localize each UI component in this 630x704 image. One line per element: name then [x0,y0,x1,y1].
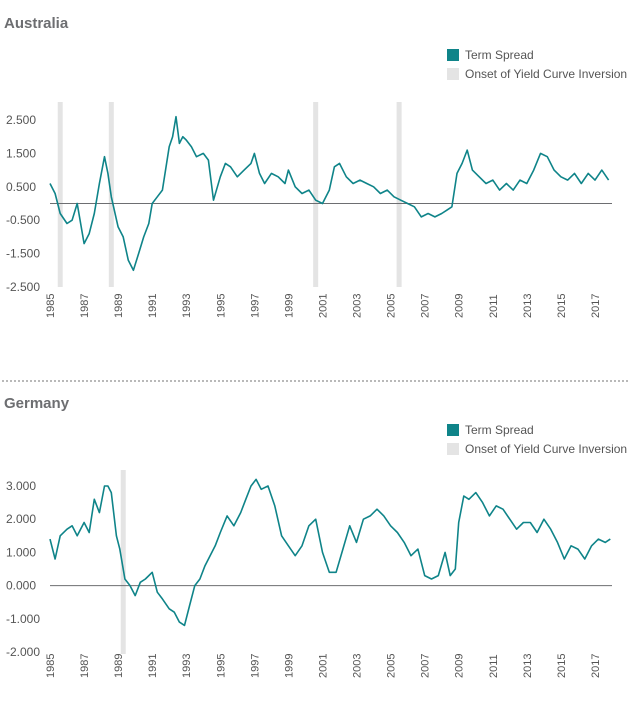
inversion-band [120,470,126,654]
x-tick-label: 2011 [488,294,500,318]
x-tick-label: 1987 [79,654,91,678]
chart-legend: Term Spread Onset of Yield Curve Inversi… [447,45,627,83]
legend-item-inversion: Onset of Yield Curve Inversion [447,64,627,83]
x-tick-label: 1999 [283,654,295,678]
y-tick-label: 1.000 [6,545,36,559]
y-tick-label: -1.000 [6,612,40,626]
legend-label-term-spread: Term Spread [465,422,534,437]
x-tick-label: 2011 [488,654,500,678]
series-line-term-spread [49,478,611,627]
x-tick-label: 1995 [215,654,227,678]
x-tick-label: 2015 [556,294,568,318]
chart-title: Australia [4,15,69,32]
y-tick-label: -2.000 [6,645,40,659]
x-tick-label: 1997 [249,654,261,678]
chart-plot-germany: 3.000 2.000 1.000 0.000 -1.000 -2.000 1985 1987… [6,470,612,678]
legend-label-inversion: Onset of Yield Curve Inversion [465,441,628,456]
legend-swatch-term-spread [447,423,459,436]
legend-label-inversion: Onset of Yield Curve Inversion [465,66,628,81]
x-tick-label: 2015 [556,654,568,678]
x-tick-label: 2009 [454,294,466,318]
x-tick-label: 2003 [352,654,364,678]
x-tick-label: 2017 [590,294,602,318]
y-tick-label: 2.000 [6,512,36,526]
chart-panel-australia: Australia Term Spread Onset of Yield Cur… [4,15,627,318]
y-tick-label: -1.500 [6,247,40,261]
x-tick-label: 1999 [283,294,295,318]
chart-title: Germany [4,395,70,412]
x-tick-label: 1995 [215,294,227,318]
inversion-band [396,102,402,287]
x-tick-label: 1997 [249,294,261,318]
inversion-band [313,102,319,287]
chart-plot-australia: 2.500 1.500 0.500 -0.500 -1.500 -2.500 1985 198… [6,102,612,318]
x-tick-label: 1987 [79,294,91,318]
x-tick-label: 1989 [113,654,125,678]
x-tick-label: 1991 [147,294,159,318]
y-tick-label: 3.000 [6,479,36,493]
x-tick-label: 1985 [45,294,57,318]
legend-swatch-term-spread [447,48,459,61]
x-tick-label: 2007 [420,654,432,678]
x-tick-label: 2003 [352,294,364,318]
y-tick-label: 0.500 [6,180,36,194]
inversion-band [57,102,63,287]
x-tick-label: 2013 [522,294,534,318]
legend-item-term-spread: Term Spread [447,420,627,439]
x-tick-label: 2009 [454,654,466,678]
x-tick-label: 2001 [317,294,329,318]
legend-label-term-spread: Term Spread [465,47,534,62]
x-tick-label: 2007 [420,294,432,318]
x-tick-label: 1993 [181,294,193,318]
series-line-term-spread [49,115,610,272]
legend-swatch-inversion [447,67,459,80]
x-tick-label: 1989 [113,294,125,318]
x-tick-label: 1993 [181,654,193,678]
chart-legend: Term Spread Onset of Yield Curve Inversi… [447,420,627,458]
x-tick-label: 2013 [522,654,534,678]
y-tick-label: -2.500 [6,280,40,294]
x-tick-label: 1985 [45,654,57,678]
panel-divider [2,380,628,382]
x-tick-label: 2001 [317,654,329,678]
y-tick-label: 1.500 [6,146,36,160]
legend-item-term-spread: Term Spread [447,45,627,64]
chart-panel-germany: Germany Term Spread Onset of Yield Curve… [0,382,630,704]
x-tick-label: 2017 [590,654,602,678]
y-tick-label: 2.500 [6,113,36,127]
x-tick-label: 2005 [386,294,398,318]
legend-swatch-inversion [447,442,459,455]
x-tick-label: 1991 [147,654,159,678]
legend-item-inversion: Onset of Yield Curve Inversion [447,439,627,458]
y-tick-label: -0.500 [6,213,40,227]
y-tick-label: 0.000 [6,579,36,593]
x-tick-label: 2005 [386,654,398,678]
